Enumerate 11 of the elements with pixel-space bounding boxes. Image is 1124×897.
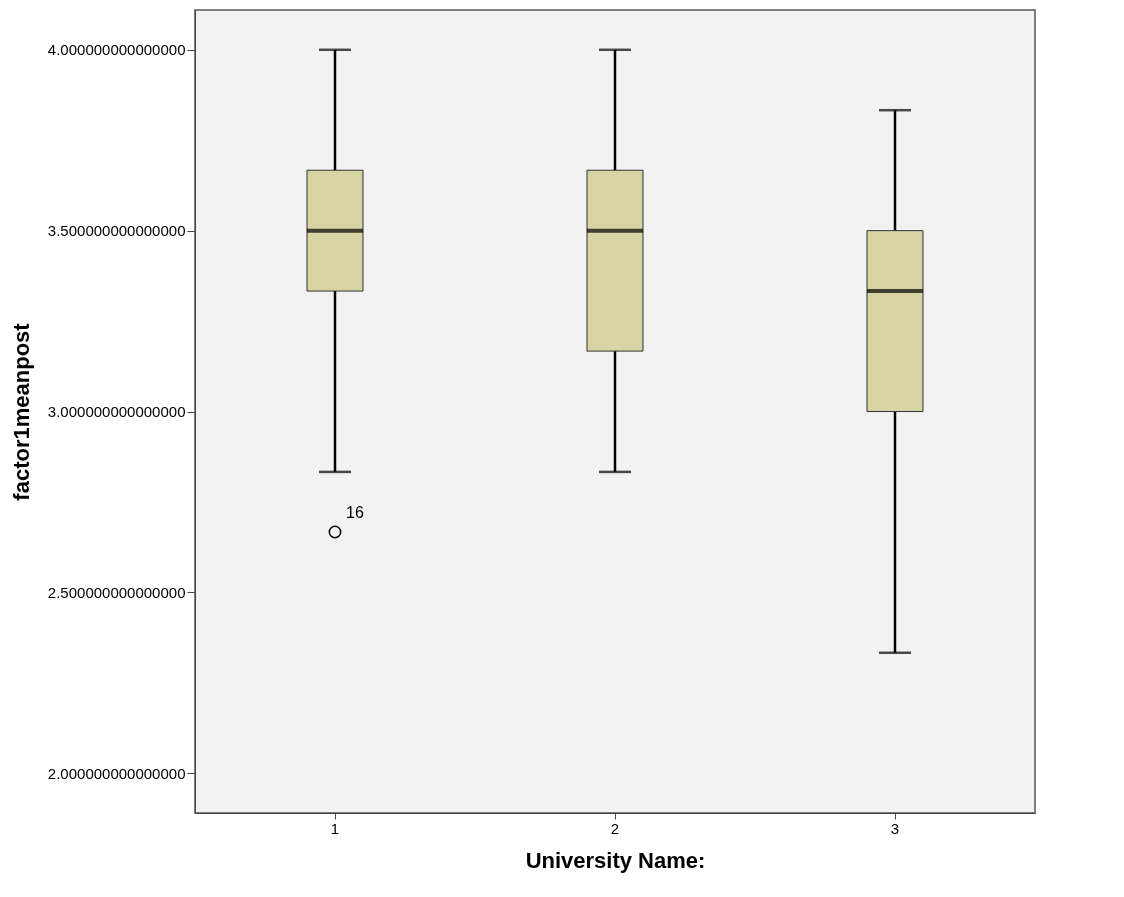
x-tick-label: 2 bbox=[610, 819, 620, 837]
y-tick-label: 4.000000000000000 bbox=[47, 41, 186, 59]
y-tick-label: 3.000000000000000 bbox=[47, 403, 186, 420]
annotation: 16 bbox=[346, 503, 364, 521]
y-axis-title: factor1meanpost bbox=[8, 322, 34, 501]
x-axis-title: University Name: bbox=[525, 847, 706, 873]
y-tick-label: 3.500000000000000 bbox=[47, 222, 186, 240]
y-tick-label: 2.500000000000000 bbox=[47, 583, 186, 601]
y-tick-label: 2.000000000000000 bbox=[47, 764, 186, 782]
x-tick-label: 3 bbox=[890, 819, 900, 837]
x-tick-label: 1 bbox=[330, 819, 340, 837]
